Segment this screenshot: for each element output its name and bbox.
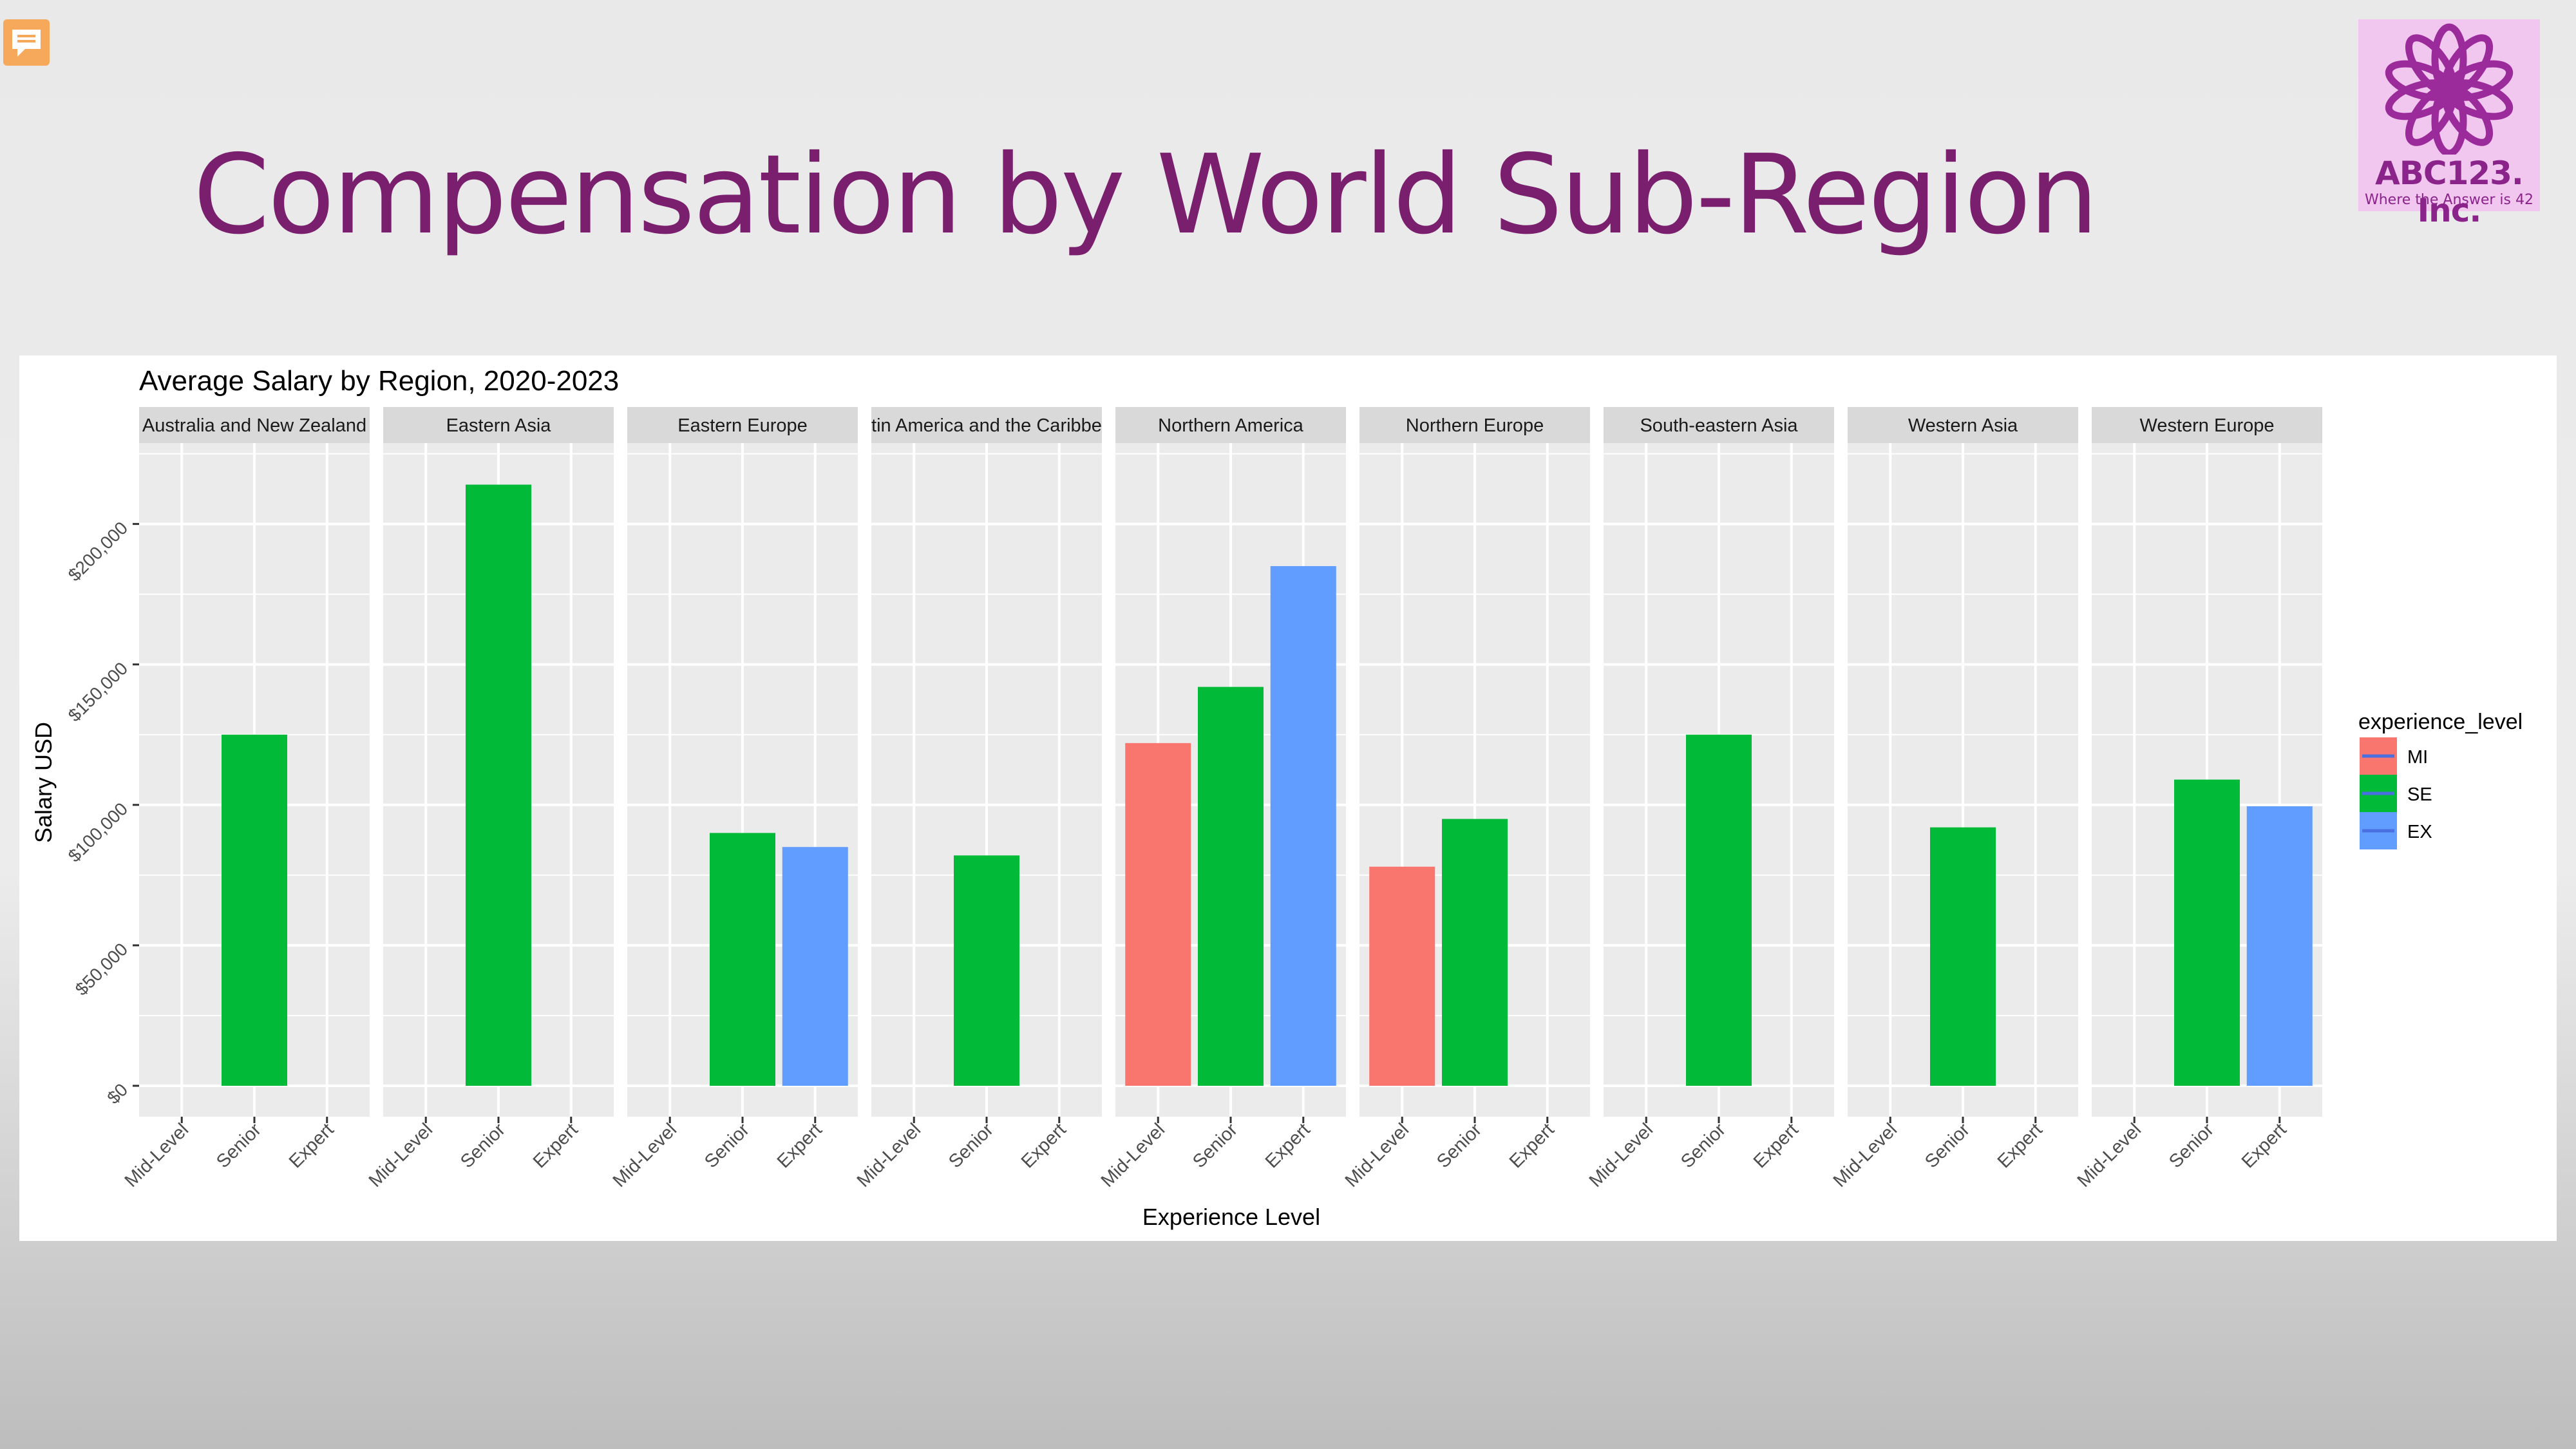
x-tick-label: Expert bbox=[285, 1119, 338, 1172]
legend-title: experience_level bbox=[2358, 710, 2523, 734]
facet-label: Latin America and the Caribbean bbox=[851, 415, 1122, 436]
facet-strip bbox=[1848, 407, 2078, 443]
x-tick-label: Senior bbox=[213, 1119, 265, 1172]
y-axis-label: Salary USD bbox=[30, 722, 57, 843]
x-tick-label: Senior bbox=[457, 1119, 509, 1172]
x-tick-label: Mid-Level bbox=[1586, 1119, 1658, 1191]
facet-label: Eastern Europe bbox=[677, 415, 808, 436]
x-tick-label: Mid-Level bbox=[1341, 1119, 1414, 1191]
x-tick-label: Mid-Level bbox=[2074, 1119, 2146, 1191]
y-tick-label: $50,000 bbox=[71, 939, 131, 999]
logo-tagline: Where the Answer is 42 bbox=[2364, 192, 2533, 208]
facet-label: Australia and New Zealand bbox=[142, 415, 366, 436]
bar-se bbox=[222, 734, 287, 1086]
x-tick-label: Senior bbox=[1433, 1119, 1486, 1172]
legend-label: SE bbox=[2407, 784, 2432, 805]
facet-panel: Northern Europe Mid-Level Senior Expert bbox=[1341, 407, 1590, 1191]
company-logo: ABC123. Inc. Where the Answer is 42 bbox=[2358, 19, 2540, 229]
facet-label: Northern Europe bbox=[1406, 415, 1544, 436]
x-tick-label: Expert bbox=[1018, 1119, 1070, 1172]
facet-label: Northern America bbox=[1158, 415, 1304, 436]
legend-entry: MI bbox=[2360, 737, 2428, 775]
x-tick-label: Expert bbox=[529, 1119, 582, 1172]
x-axis-label: Experience Level bbox=[1142, 1204, 1320, 1230]
facet-strip bbox=[383, 407, 614, 443]
facet-label: Western Asia bbox=[1908, 415, 2018, 436]
legend-label: EX bbox=[2407, 822, 2432, 842]
chart-title: Average Salary by Region, 2020-2023 bbox=[139, 365, 619, 397]
x-tick-label: Expert bbox=[1506, 1119, 1558, 1172]
facet-panel: Western Europe Mid-Level Senior Expert bbox=[2074, 407, 2322, 1191]
x-tick-label: Mid-Level bbox=[121, 1119, 193, 1191]
facet-strip bbox=[1604, 407, 1834, 443]
facet-label: Eastern Asia bbox=[446, 415, 552, 436]
x-tick-label: Mid-Level bbox=[853, 1119, 925, 1191]
legend-label: MI bbox=[2407, 747, 2428, 768]
x-tick-label: Expert bbox=[1262, 1119, 1314, 1172]
bar-se bbox=[1198, 687, 1264, 1086]
x-tick-label: Mid-Level bbox=[365, 1119, 437, 1191]
bar-se bbox=[2174, 779, 2240, 1086]
y-tick-label: $100,000 bbox=[64, 799, 132, 866]
facet-panel: Eastern Asia Mid-Level Senior Expert bbox=[365, 407, 614, 1191]
x-tick-label: Expert bbox=[773, 1119, 826, 1172]
bar-mi bbox=[1125, 743, 1191, 1086]
facet-strip bbox=[871, 407, 1102, 443]
x-tick-label: Senior bbox=[2165, 1119, 2218, 1172]
x-tick-label: Senior bbox=[1677, 1119, 1730, 1172]
facet-panel: Western Asia Mid-Level Senior Expert bbox=[1830, 407, 2078, 1191]
facet-strip bbox=[139, 407, 370, 443]
x-tick-label: Mid-Level bbox=[1097, 1119, 1170, 1191]
x-tick-label: Mid-Level bbox=[609, 1119, 681, 1191]
x-tick-label: Expert bbox=[2238, 1119, 2291, 1172]
bar-se bbox=[1686, 734, 1752, 1086]
y-tick-label: $0 bbox=[103, 1079, 131, 1108]
facet-panel: Eastern Europe Mid-Level Senior Expert bbox=[609, 407, 858, 1191]
facet-strip bbox=[1359, 407, 1590, 443]
bar-ex bbox=[1270, 566, 1336, 1086]
x-tick-label: Senior bbox=[1921, 1119, 1974, 1172]
bar-se bbox=[1442, 819, 1508, 1086]
facet-label: Western Europe bbox=[2139, 415, 2274, 436]
facet-strip bbox=[2092, 407, 2322, 443]
bar-se bbox=[954, 855, 1019, 1086]
facet-panel: South-eastern Asia Mid-Level Senior Expert bbox=[1586, 407, 1834, 1191]
x-tick-label: Mid-Level bbox=[1830, 1119, 1902, 1191]
y-tick-label: $200,000 bbox=[64, 518, 132, 585]
bar-se bbox=[710, 833, 775, 1086]
facet-panel: Australia and New Zealand Mid-Level Senior… bbox=[121, 407, 370, 1191]
x-tick-label: Expert bbox=[1750, 1119, 1803, 1172]
facet-strip bbox=[627, 407, 858, 443]
x-tick-label: Senior bbox=[1189, 1119, 1242, 1172]
y-tick-label: $150,000 bbox=[64, 658, 132, 726]
facet-strip bbox=[1115, 407, 1346, 443]
facet-label: South-eastern Asia bbox=[1640, 415, 1798, 436]
chart-panel: Average Salary by Region, 2020-2023 Expe… bbox=[19, 355, 2557, 1241]
bar-se bbox=[1930, 827, 1996, 1086]
legend-entry: SE bbox=[2360, 775, 2432, 812]
slide-title: Compensation by World Sub-Region bbox=[193, 131, 2099, 259]
bar-ex bbox=[782, 847, 848, 1086]
bar-se bbox=[466, 484, 531, 1086]
x-tick-label: Senior bbox=[945, 1119, 998, 1172]
salary-chart: Average Salary by Region, 2020-2023 Expe… bbox=[30, 365, 2523, 1230]
x-tick-label: Senior bbox=[701, 1119, 753, 1172]
bar-mi bbox=[1369, 866, 1435, 1086]
facet-panel: Latin America and the Caribbean Mid-Level… bbox=[851, 407, 1122, 1191]
bar-ex bbox=[2246, 806, 2313, 1086]
legend-entry: EX bbox=[2360, 812, 2432, 849]
speech-bubble-icon[interactable] bbox=[3, 19, 50, 66]
facet-panel: Northern America Mid-Level Senior Expert bbox=[1097, 407, 1346, 1191]
logo-name: ABC123. Inc. bbox=[2375, 155, 2524, 229]
x-tick-label: Expert bbox=[1994, 1119, 2047, 1172]
flower-icon bbox=[2385, 23, 2514, 155]
